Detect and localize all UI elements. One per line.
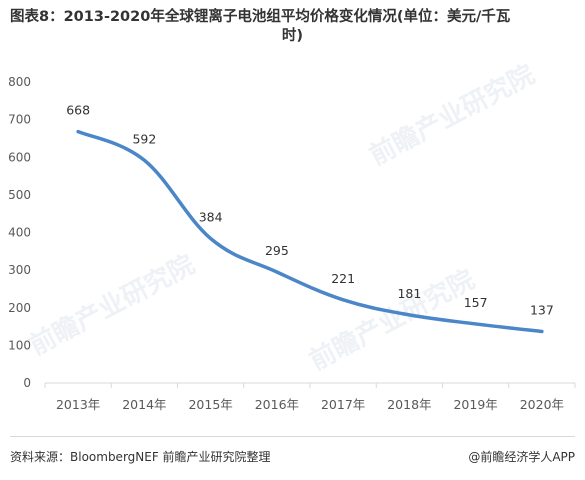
chart-title-line1: 图表8：2013-2020年全球锂离子电池组平均价格变化情况(单位：美元/千瓦 [10,9,511,25]
y-tick-label-6: 600 [8,150,31,164]
y-tick-label-7: 700 [8,113,31,127]
data-label-0: 668 [66,103,90,118]
data-label-2: 384 [199,210,223,225]
y-tick-label-1: 100 [8,338,31,352]
chart-title-line2: 时) [281,28,304,44]
chart-area: 0 100 200 300 400 500 600 700 800 2013年 2014年 2015年… [0,50,585,430]
footer-divider [10,436,575,437]
y-tick-label-8: 800 [8,75,31,89]
data-point-4 [341,298,345,302]
data-label-1: 592 [132,131,156,146]
y-tick-label-5: 500 [8,188,31,202]
line-chart: 0 100 200 300 400 500 600 700 800 2013年 2014年 2015年… [8,75,576,412]
x-tick-label-7: 2020年 [520,397,564,412]
data-point-6 [474,322,478,326]
data-label-3: 295 [265,243,289,258]
data-point-7 [540,329,544,333]
data-point-0 [76,130,80,134]
y-tick-label-2: 200 [8,301,31,315]
data-label-6: 157 [464,295,488,310]
credit-note: @前瞻经济学人APP [468,450,575,464]
y-tick-label-3: 300 [8,263,31,277]
y-tick-label-4: 400 [8,226,31,240]
x-tick-label-4: 2017年 [321,397,365,412]
x-tick-label-0: 2013年 [56,397,100,412]
x-tick-label-5: 2018年 [387,397,431,412]
source-note: 资料来源：BloombergNEF 前瞻产业研究院整理 [10,450,271,464]
data-label-7: 137 [530,302,554,317]
x-tick-label-6: 2019年 [453,397,497,412]
y-tick-label-0: 0 [23,376,31,390]
price-line [76,129,544,334]
x-tick-label-3: 2016年 [255,397,299,412]
data-point-2 [209,237,213,241]
x-tick-label-2: 2015年 [188,397,232,412]
x-tick-label-1: 2014年 [122,397,166,412]
chart-title: 图表8：2013-2020年全球锂离子电池组平均价格变化情况(单位：美元/千瓦 … [10,8,575,46]
data-point-3 [275,270,279,274]
data-point-5 [407,313,411,317]
data-label-5: 181 [397,286,421,301]
data-label-4: 221 [331,271,355,286]
data-point-1 [142,158,146,162]
